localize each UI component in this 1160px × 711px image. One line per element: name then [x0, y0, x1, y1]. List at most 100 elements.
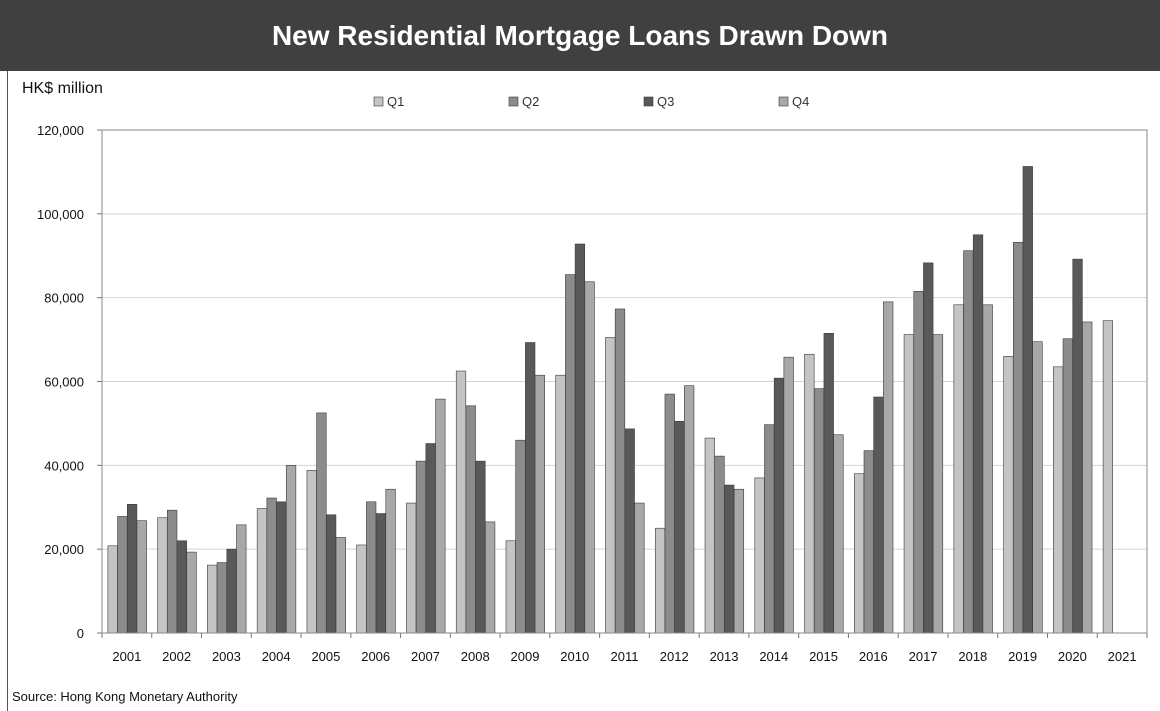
bar-2002-q1	[157, 517, 168, 634]
bar-2006-q2	[366, 501, 377, 634]
bar-2002-q3	[176, 540, 187, 634]
bar-2021-q1	[1102, 320, 1114, 634]
bar-2014-q4	[783, 356, 794, 634]
x-tick-label: 2010	[560, 649, 589, 664]
bar-2011-q1	[605, 337, 616, 634]
x-tick-label: 2018	[958, 649, 987, 664]
bar-2015-q1	[804, 353, 815, 634]
x-tick-label: 2012	[660, 649, 689, 664]
bar-2016-q4	[883, 301, 894, 634]
frame-left-border	[7, 71, 8, 711]
x-axis-ticks: 2001 2002 2003 2004 2005 2006 2007 2008 2009 2010…	[101, 633, 1148, 664]
y-tick-label: 0	[77, 626, 84, 641]
bar-2017-q1	[903, 334, 914, 634]
bar-2006-q4	[385, 488, 396, 634]
x-tick-label: 2001	[112, 649, 141, 664]
bar-2018-q4	[982, 304, 993, 634]
bar-2016-q2	[863, 450, 874, 634]
legend-label-q1: Q1	[387, 94, 404, 109]
bar-2020-q4	[1082, 321, 1093, 634]
bar-2012-q4	[684, 385, 695, 634]
legend: Q1 Q2 Q3 Q4	[373, 94, 809, 109]
bar-2006-q1	[356, 544, 367, 634]
legend-swatch-q2	[508, 96, 519, 107]
bar-2008-q2	[465, 405, 476, 634]
bar-2008-q4	[485, 521, 496, 634]
bar-2012-q1	[654, 527, 666, 634]
bar-2018-q2	[963, 250, 974, 634]
x-tick-label: 2003	[212, 649, 241, 664]
bar-2003-q3	[226, 548, 237, 634]
bar-2013-q2	[714, 455, 725, 634]
bar-2013-q1	[704, 437, 715, 634]
x-tick-label: 2005	[311, 649, 340, 664]
bar-2005-q4	[335, 537, 346, 634]
x-tick-label: 2007	[411, 649, 440, 664]
bar-2008-q3	[475, 460, 486, 634]
bar-2010-q1	[555, 374, 566, 634]
bar-2007-q4	[435, 398, 446, 634]
source-note: Source: Hong Kong Monetary Authority	[12, 689, 238, 704]
bar-2010-q4	[584, 281, 595, 634]
bar-2016-q3	[873, 396, 884, 634]
bar-2001-q1	[107, 545, 118, 634]
bar-2015-q2	[813, 388, 825, 634]
bar-2006-q3	[375, 513, 386, 634]
y-tick-label: 80,000	[44, 291, 84, 306]
x-tick-label: 2011	[611, 649, 639, 664]
bar-2019-q3	[1022, 166, 1033, 634]
bar-2013-q3	[724, 484, 735, 634]
x-tick-label: 2021	[1108, 649, 1137, 664]
y-tick-label: 100,000	[37, 207, 84, 222]
bar-2020-q3	[1072, 258, 1083, 634]
bar-2020-q1	[1053, 366, 1064, 634]
bar-2015-q4	[833, 434, 844, 634]
bar-2001-q3	[126, 504, 138, 634]
bar-2014-q3	[773, 377, 785, 634]
bar-2012-q3	[674, 421, 685, 634]
bar-2013-q4	[733, 488, 745, 634]
plot-area-frame	[101, 129, 1148, 634]
legend-label-q2: Q2	[522, 94, 539, 109]
legend-label-q3: Q3	[657, 94, 674, 109]
x-tick-label: 2004	[262, 649, 291, 664]
x-tick-label: 2014	[759, 649, 788, 664]
bar-2009-q4	[534, 374, 545, 634]
bar-2015-q3	[823, 332, 834, 634]
bar-2007-q3	[425, 443, 436, 634]
legend-swatch-q4	[778, 96, 789, 107]
bar-2005-q1	[306, 470, 317, 634]
legend-label-q4: Q4	[792, 94, 809, 109]
bar-2017-q3	[923, 262, 934, 634]
bar-2014-q2	[764, 424, 775, 634]
x-tick-label: 2019	[1008, 649, 1037, 664]
bar-2009-q3	[525, 342, 536, 634]
bar-2007-q2	[415, 460, 427, 634]
bar-2003-q4	[236, 524, 247, 634]
bar-2014-q1	[754, 477, 765, 634]
y-tick-label: 120,000	[37, 123, 84, 138]
bar-2005-q3	[326, 514, 337, 634]
bar-2009-q1	[505, 540, 516, 634]
x-tick-label: 2015	[809, 649, 838, 664]
x-tick-label: 2006	[361, 649, 390, 664]
bar-2004-q2	[266, 497, 277, 634]
bar-2019-q1	[1003, 356, 1014, 634]
bar-2004-q1	[256, 508, 268, 634]
bar-2017-q2	[913, 291, 924, 634]
bar-2019-q4	[1032, 341, 1043, 634]
bar-2011-q3	[624, 428, 635, 634]
bar-2001-q2	[117, 516, 128, 634]
bar-2019-q2	[1012, 242, 1024, 634]
y-tick-label: 60,000	[44, 375, 84, 390]
x-tick-label: 2020	[1058, 649, 1087, 664]
bar-2018-q3	[972, 234, 984, 634]
bar-2012-q2	[664, 393, 675, 634]
legend-swatch-q3	[643, 96, 654, 107]
bar-2009-q2	[515, 439, 526, 634]
bar-2004-q4	[285, 465, 297, 634]
bar-2003-q2	[216, 562, 228, 634]
y-tick-label: 40,000	[44, 458, 84, 473]
bars	[107, 166, 1114, 634]
bar-2001-q4	[136, 520, 147, 634]
